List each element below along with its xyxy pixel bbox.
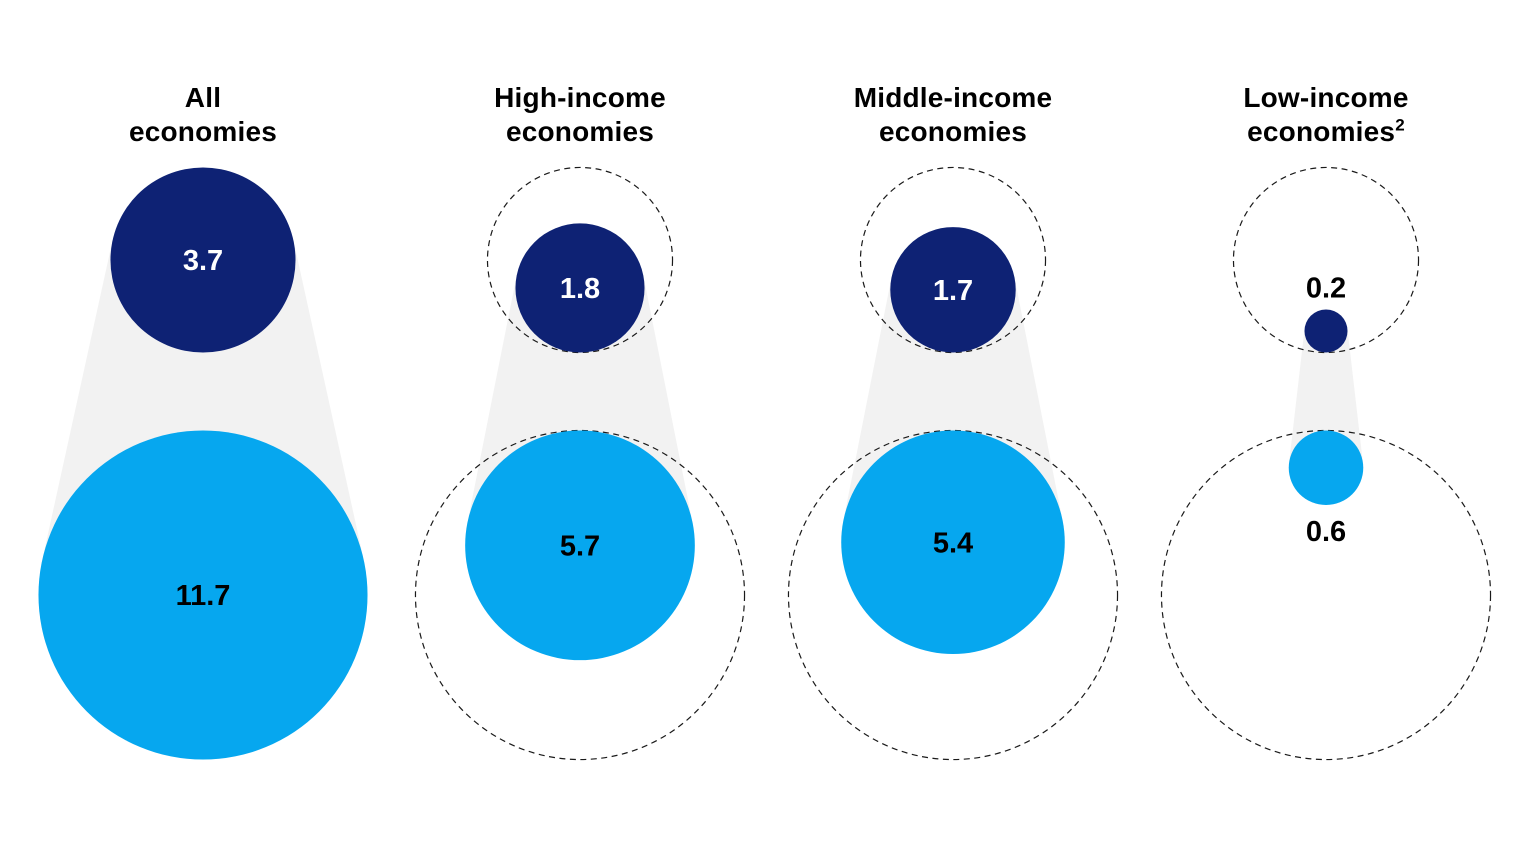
group-title-line1: High-income <box>494 82 666 113</box>
bottom-value-label: 0.6 <box>1306 516 1346 548</box>
reference-circle-top <box>859 166 1047 354</box>
bottom-value-label: 5.4 <box>933 527 973 559</box>
top-circle <box>890 227 1016 353</box>
group-title-all-economies: All economies <box>43 81 363 149</box>
reference-circle-top <box>486 166 674 354</box>
bottom-circle <box>1288 430 1364 506</box>
group-title-line2: economies <box>43 115 363 149</box>
top-circle <box>110 167 296 353</box>
reference-circle-bottom <box>414 429 746 761</box>
reference-circle-top <box>1232 166 1420 354</box>
top-circle <box>515 223 645 353</box>
group-title-line2-text: economies <box>505 116 655 147</box>
bottom-value-label: 5.7 <box>560 530 600 562</box>
top-value-label: 3.7 <box>183 245 223 277</box>
group-title-superscript: 2 <box>1395 115 1405 135</box>
top-value-label: 1.8 <box>560 273 600 305</box>
top-value-label: 0.2 <box>1306 272 1346 304</box>
group-title-line1: Middle-income <box>853 82 1053 113</box>
bottom-circle <box>841 430 1065 655</box>
group-title-low-income: Low-income economies2 <box>1166 81 1486 149</box>
group-title-line2-text: economies <box>128 116 278 147</box>
group-title-line2-text: economies <box>878 116 1028 147</box>
group-title-line1: All <box>184 82 222 113</box>
bottom-circle <box>465 430 695 661</box>
group-title-high-income: High-income economies <box>420 81 740 149</box>
group-title-line2: economies <box>420 115 740 149</box>
bottom-circle <box>38 430 368 760</box>
top-value-label: 1.7 <box>933 275 973 307</box>
group-title-line1: Low-income <box>1243 82 1409 113</box>
funnel-shape <box>1289 328 1363 464</box>
reference-circle-bottom <box>1160 429 1492 761</box>
group-title-line2: economies2 <box>1166 115 1486 149</box>
bottom-value-label: 11.7 <box>176 580 231 612</box>
top-circle <box>1304 309 1348 353</box>
group-title-middle-income: Middle-income economies <box>793 81 1113 149</box>
group-title-line2: economies <box>793 115 1113 149</box>
reference-circle-bottom <box>787 429 1119 761</box>
group-title-line2-text: economies <box>1247 116 1396 147</box>
